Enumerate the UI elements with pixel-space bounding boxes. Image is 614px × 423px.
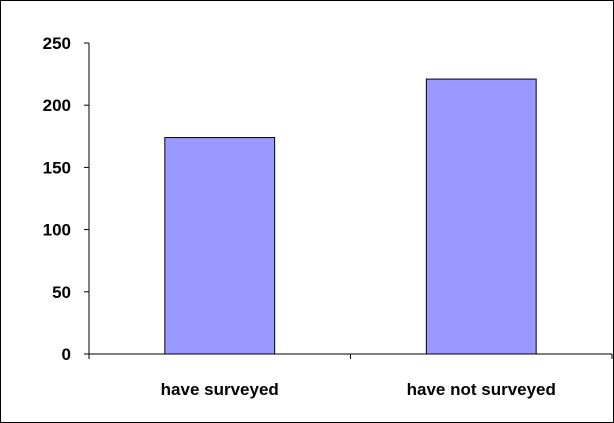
bar-have-surveyed (164, 137, 276, 355)
y-tick-label: 250 (43, 34, 71, 53)
y-tick-label: 150 (43, 158, 71, 177)
y-tick-label: 50 (52, 283, 71, 302)
bar-have-not-surveyed (425, 78, 537, 355)
x-category-label: have surveyed (161, 380, 279, 399)
labels: 0 50 100 150 200 250 have surveyed have not sur… (43, 34, 556, 399)
y-tick-label: 100 (43, 221, 71, 240)
y-tick-label: 0 (62, 345, 71, 364)
x-category-label: have not surveyed (407, 380, 556, 399)
bars (164, 78, 537, 355)
y-tick-label: 200 (43, 96, 71, 115)
